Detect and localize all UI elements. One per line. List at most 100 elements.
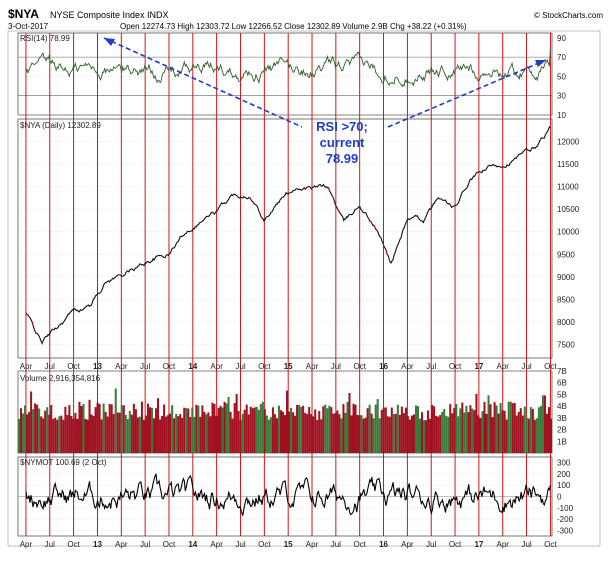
x-tick-label: Apr (306, 362, 319, 371)
nymot-line (25, 473, 551, 516)
volume-bar (310, 414, 313, 453)
x-tick-label: Oct (353, 540, 366, 549)
volume-bar (412, 414, 415, 453)
y-tick-label: -100 (557, 504, 574, 513)
volume-bar (485, 413, 488, 453)
x-tick-label: Apr (115, 540, 128, 549)
volume-bar (249, 406, 252, 453)
x-tick-label: Oct (258, 540, 271, 549)
y-tick-label: 7500 (557, 340, 575, 349)
volume-bar (481, 411, 484, 453)
volume-bar (396, 404, 399, 453)
x-tick-label: Jul (235, 362, 245, 371)
volume-bar (116, 412, 119, 453)
y-tick-label: 1B (557, 437, 567, 446)
volume-bar (384, 407, 387, 453)
volume-bar (404, 407, 407, 453)
x-tick-label: Oct (449, 362, 462, 371)
volume-bar (346, 401, 349, 453)
volume-bar (332, 413, 335, 453)
volume-bar (223, 401, 226, 453)
x-tick-label: 15 (284, 540, 293, 549)
volume-bar (330, 407, 333, 453)
volume-bar (215, 415, 218, 453)
volume-bar (372, 418, 375, 453)
volume-bar (267, 419, 270, 453)
volume-bar (130, 414, 133, 453)
x-tick-label: Apr (401, 362, 414, 371)
volume-bar (90, 414, 93, 453)
volume-panel-label: Volume 2,916,354,816 (20, 374, 101, 383)
volume-bar (419, 418, 422, 453)
volume-bar (364, 417, 367, 453)
y-tick-label: 10500 (557, 205, 580, 214)
volume-bar (461, 402, 464, 453)
volume-bar (193, 416, 196, 453)
volume-bar (296, 404, 299, 453)
volume-bar (298, 404, 301, 453)
volume-bar (44, 410, 47, 453)
volume-bar (175, 413, 178, 453)
y-tick-label: 100 (557, 481, 571, 490)
volume-bar (100, 419, 103, 453)
volume-bar (112, 413, 115, 453)
x-tick-label: 17 (474, 540, 483, 549)
volume-bar (543, 395, 546, 453)
x-tick-label: Apr (306, 540, 319, 549)
volume-bar (549, 418, 552, 453)
volume-bar (527, 418, 530, 453)
volume-bar (368, 404, 371, 453)
volume-bar (455, 403, 458, 453)
volume-bar (275, 418, 278, 453)
volume-bar (402, 413, 405, 453)
volume-bar (34, 403, 37, 453)
y-tick-label: 8500 (557, 295, 575, 304)
x-tick-label: Oct (67, 362, 80, 371)
volume-bar (302, 405, 305, 453)
volume-bar (171, 405, 174, 453)
volume-bar (531, 408, 534, 453)
annotation-arrow-left (103, 37, 303, 128)
volume-bar (94, 407, 97, 453)
volume-bar (24, 405, 27, 453)
volume-bar (28, 412, 31, 453)
annotation-arrow-right (387, 59, 547, 128)
y-tick-label: 11000 (557, 183, 579, 192)
volume-bar (326, 408, 329, 453)
x-tick-label: Apr (497, 540, 510, 549)
volume-bar (304, 412, 307, 453)
volume-bar (263, 409, 266, 453)
volume-bar (493, 402, 496, 453)
volume-bar (157, 398, 160, 453)
x-tick-label: 17 (474, 362, 483, 371)
volume-bar (471, 408, 474, 453)
stockcharts-credit: © StockCharts.com (534, 11, 603, 20)
price-line (25, 126, 551, 345)
volume-bar (489, 404, 492, 453)
annotation-arrowhead-left (104, 38, 115, 46)
volume-bar (126, 419, 129, 453)
volume-bar (374, 404, 377, 453)
volume-bar (134, 409, 137, 453)
x-tick-label: Apr (401, 540, 414, 549)
x-tick-label: Apr (20, 540, 33, 549)
volume-bar (308, 407, 311, 453)
volume-bar (459, 408, 462, 453)
y-tick-label: 0 (557, 493, 562, 502)
volume-bar (513, 402, 516, 453)
volume-bar (398, 414, 401, 453)
volume-bar (128, 410, 131, 453)
volume-bar (322, 406, 325, 453)
y-tick-label: 2B (557, 426, 567, 435)
volume-bar (271, 407, 274, 453)
price-down-segment (249, 197, 252, 200)
volume-bar (465, 405, 468, 453)
volume-bar (354, 404, 357, 453)
price-down-segment (370, 221, 373, 224)
volume-bar (165, 416, 168, 453)
volume-bar (221, 407, 224, 453)
price-down-segment (34, 330, 37, 334)
ohlc-readout: Open 12274.73 High 12303.72 Low 12266.52… (120, 22, 467, 31)
volume-bar (433, 406, 436, 453)
volume-bar (378, 418, 381, 453)
